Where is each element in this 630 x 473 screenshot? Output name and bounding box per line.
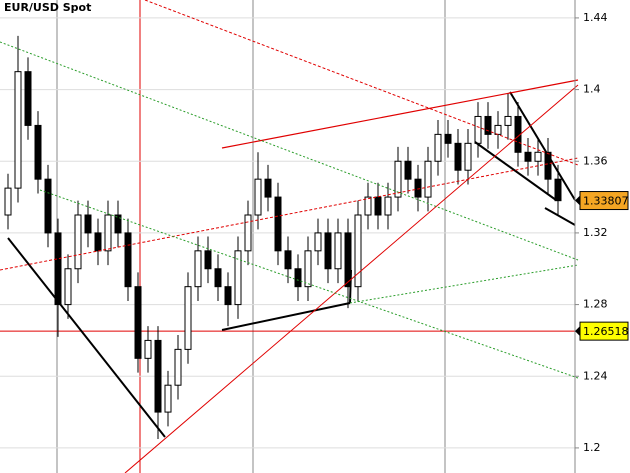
trendline (474, 141, 557, 201)
candle-body (314, 232, 322, 252)
candle-body (304, 250, 312, 288)
candle-body (374, 196, 382, 216)
candle-body (544, 151, 552, 180)
candles (4, 35, 562, 439)
candle-body (114, 214, 122, 234)
trendline (0, 41, 579, 261)
candle-body (44, 178, 52, 234)
trendline (221, 79, 579, 149)
candle-body (294, 268, 302, 288)
y-tick-label: 1.36 (583, 154, 608, 167)
candle-body (384, 196, 392, 216)
chart-title: EUR/USD Spot (4, 1, 91, 14)
candle-body (364, 196, 372, 216)
candle-body (484, 115, 492, 135)
candle-body (334, 232, 342, 270)
trendline (0, 157, 579, 271)
candle-body (414, 178, 422, 198)
candle-body (134, 286, 142, 359)
candle-body (454, 142, 462, 171)
candle-body (64, 268, 72, 306)
candle-body (164, 384, 172, 413)
candle-body (434, 133, 442, 162)
candle-body (54, 232, 62, 306)
y-tick-label: 1.28 (583, 298, 608, 311)
candle-body (104, 214, 112, 252)
y-tick-label: 1.32 (583, 226, 608, 239)
candle-body (214, 268, 222, 288)
trendline (124, 84, 579, 473)
y-tick-label: 1.44 (583, 11, 608, 24)
candle-body (34, 124, 42, 180)
price-box (579, 191, 629, 211)
candle-body (274, 196, 282, 252)
candle-body (394, 160, 402, 198)
candle-body (24, 71, 32, 126)
y-tick-label: 1.4 (583, 83, 601, 96)
trendline (349, 269, 352, 304)
candle-body (444, 133, 452, 144)
candle-body (474, 115, 482, 144)
candle-body (284, 250, 292, 270)
candle-body (354, 214, 362, 288)
candle-body (244, 214, 252, 252)
candle-body (554, 178, 562, 202)
candle-body (524, 151, 532, 162)
candle-body (144, 339, 152, 359)
candle-body (494, 124, 502, 135)
trendline (7, 237, 166, 438)
candle-body (264, 178, 272, 198)
price-label: 1.33807 (583, 195, 629, 208)
candle-body (344, 232, 352, 288)
candle-body (124, 232, 132, 288)
trendline (144, 0, 579, 166)
candle-body (194, 250, 202, 288)
candle-body (404, 160, 412, 180)
y-tick-label: 1.2 (583, 441, 601, 454)
price-label: 1.26518 (583, 325, 629, 338)
candle-body (94, 232, 102, 252)
candle-body (154, 339, 162, 413)
y-tick-label: 1.24 (583, 369, 608, 382)
candle-body (424, 160, 432, 198)
candle-body (4, 187, 12, 216)
candle-body (504, 115, 512, 126)
trendline (509, 91, 576, 201)
trendline (349, 264, 579, 304)
price-pointer (575, 326, 580, 337)
price-pointer (575, 195, 580, 206)
candle-body (74, 214, 82, 270)
candle-body (324, 232, 332, 270)
trendlines (0, 0, 579, 473)
candle-body (184, 286, 192, 350)
candle-body (464, 142, 472, 171)
candle-body (534, 151, 542, 162)
candle-body (254, 178, 262, 216)
trendline (221, 302, 351, 331)
candle-body (84, 214, 92, 234)
candle-body (14, 71, 22, 189)
trendline (544, 207, 576, 226)
price-axis: 1.2 1.24 1.28 1.32 1.36 1.4 1.44 1.33807 1.26518 (575, 11, 629, 454)
price-box (579, 321, 629, 341)
trendline (39, 189, 579, 379)
candle-body (224, 286, 232, 306)
candle-body (204, 250, 212, 270)
candle-body (174, 348, 182, 386)
candle-body (234, 250, 242, 306)
